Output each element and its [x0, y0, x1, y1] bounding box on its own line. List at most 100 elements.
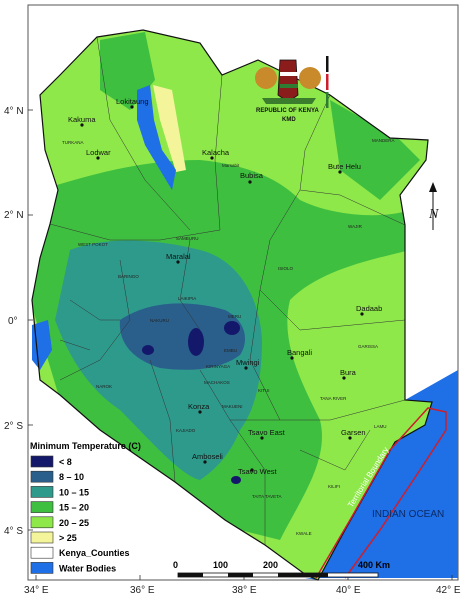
- legend-swatch: [30, 531, 54, 544]
- lon-label: 40° E: [336, 585, 361, 596]
- city-label: Garsen: [341, 428, 366, 437]
- county-label: KIRINYAGA: [206, 364, 230, 369]
- legend-label: Water Bodies: [59, 563, 116, 573]
- lon-label: 34° E: [24, 585, 49, 596]
- legend-swatch: [30, 455, 54, 468]
- legend-items: < 8 8 – 10 10 – 15 15 – 20 20 – 25 > 25 Kenya_…: [30, 455, 130, 574]
- logo-caption: REPUBLIC OF KENYA: [256, 108, 319, 114]
- city-dot: [210, 156, 214, 160]
- county-label: MAKUENI: [222, 404, 243, 409]
- city-dot: [260, 436, 264, 440]
- lion-right-icon: [299, 67, 321, 89]
- legend-title: Minimum Temperature (C): [30, 441, 141, 451]
- scale-bar: 0 100 200 400 Km: [173, 560, 390, 578]
- city-label: Bute Helu: [328, 162, 361, 171]
- scale-label: 100: [213, 560, 228, 570]
- zone-below-8-mt-kenya: [224, 321, 240, 335]
- county-label: WEST POKOT: [78, 242, 108, 247]
- city-dot: [80, 123, 84, 127]
- legend-swatch: [30, 501, 54, 513]
- zone-above-25: [153, 85, 186, 172]
- scale-label: 0: [173, 560, 178, 570]
- county-label: WAJIR: [348, 224, 363, 229]
- city-label: Tsavo East: [248, 428, 286, 437]
- county-label: TURKANA: [62, 140, 84, 145]
- county-label: KILIFI: [328, 484, 340, 489]
- indian-ocean: [305, 370, 458, 580]
- north-arrow: N: [428, 182, 439, 230]
- city-dot: [248, 180, 252, 184]
- lon-label: 36° E: [130, 585, 155, 596]
- lon-label: 38° E: [232, 585, 257, 596]
- county-label: KITUI: [258, 388, 270, 393]
- city-label: Maralal: [166, 252, 191, 261]
- lon-label: 42° E: [436, 585, 461, 596]
- city-label: Bangali: [287, 348, 312, 357]
- county-label: MANDERA: [372, 138, 395, 143]
- city-dot: [96, 156, 100, 160]
- zone-15-20-northeast: [330, 100, 420, 200]
- legend-swatch: [30, 486, 54, 498]
- county-label: MACHAKOS: [204, 380, 230, 385]
- county-label: BARINGO: [118, 274, 139, 279]
- legend-swatch: [30, 546, 54, 559]
- city-dot: [250, 468, 254, 472]
- ocean-label: INDIAN OCEAN: [372, 509, 444, 520]
- legend-swatch: [30, 470, 54, 483]
- county-label: Marsabit: [222, 163, 240, 168]
- legend-label: 10 – 15: [59, 487, 89, 497]
- county-label: SAMBURU: [176, 236, 199, 241]
- scale-bar-segment: [228, 573, 253, 577]
- county-label: NAKURU: [150, 318, 169, 323]
- city-label: Lodwar: [86, 148, 111, 157]
- lat-label: 4° N: [4, 106, 24, 117]
- city-dot: [244, 366, 248, 370]
- flag-stripe-black: [326, 56, 329, 72]
- flag-stripe-green: [326, 92, 329, 108]
- county-label: KAJIADO: [176, 428, 196, 433]
- north-arrow-label: N: [428, 207, 439, 222]
- lat-label: 0°: [8, 316, 18, 327]
- city-label: Dadaab: [356, 304, 382, 313]
- county-label: LAIKIPIA: [178, 296, 196, 301]
- city-dot: [360, 312, 364, 316]
- city-label: Mwingi: [236, 358, 260, 367]
- shield-icon: [277, 59, 299, 103]
- lion-left-icon: [255, 67, 277, 89]
- scale-label: 400 Km: [358, 560, 390, 570]
- county-label: LAMU: [374, 424, 387, 429]
- city-label: Kakuma: [68, 115, 96, 124]
- legend: Minimum Temperature (C) < 8 8 – 10 10 – 15…: [30, 441, 141, 574]
- lat-label: 2° S: [4, 421, 23, 432]
- county-label: ISIOLO: [278, 266, 294, 271]
- legend-swatch: [30, 516, 54, 529]
- logo-agency: KMD: [282, 117, 296, 123]
- scale-bar-segment: [178, 573, 203, 577]
- county-label: TANA RIVER: [320, 396, 347, 401]
- kenya-outline: [31, 29, 433, 581]
- zone-below-8-mau: [142, 345, 154, 355]
- city-dot: [203, 460, 207, 464]
- county-boundaries: [49, 36, 406, 545]
- city-label: Kalacha: [202, 148, 230, 157]
- legend-label: 15 – 20: [59, 503, 89, 513]
- territorial-boundary-line: [315, 407, 447, 579]
- shield-stripe: [280, 84, 298, 88]
- county-label: NAROK: [96, 384, 112, 389]
- legend-swatch: [30, 562, 54, 574]
- flag-stripe-red: [326, 74, 329, 90]
- city-dot: [348, 436, 352, 440]
- legend-label: < 8: [59, 457, 72, 467]
- city-label: Amboseli: [192, 452, 223, 461]
- lat-label: 2° N: [4, 210, 24, 221]
- city-dot: [198, 410, 202, 414]
- county-label: MERU: [228, 314, 241, 319]
- north-arrow-head-icon: [429, 182, 437, 192]
- city-dot: [342, 376, 346, 380]
- city-dot: [338, 170, 342, 174]
- city-label: Bura: [340, 368, 357, 377]
- legend-label: > 25: [59, 533, 77, 543]
- county-label: GARISSA: [358, 344, 378, 349]
